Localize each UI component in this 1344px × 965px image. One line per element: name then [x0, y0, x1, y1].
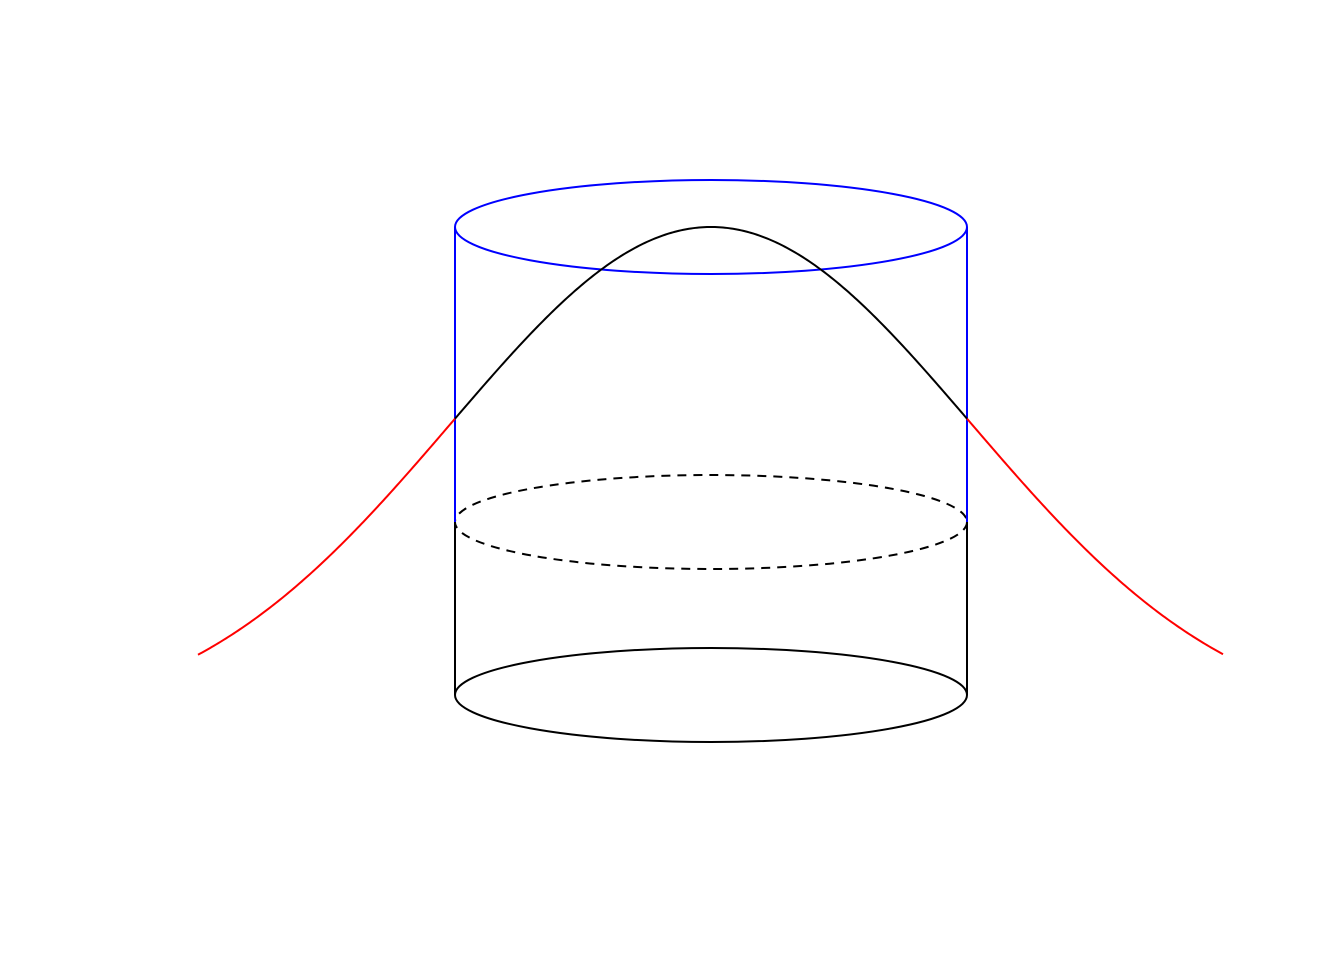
bell-curve-center [454, 225, 968, 420]
middle-dashed-ellipse [454, 474, 968, 570]
bell-curve-left-tail [197, 418, 456, 656]
upper-cylinder-top-ellipse [454, 179, 968, 275]
bell-curve-right-tail [966, 418, 1224, 656]
lower-cylinder-bottom-ellipse [454, 647, 968, 743]
